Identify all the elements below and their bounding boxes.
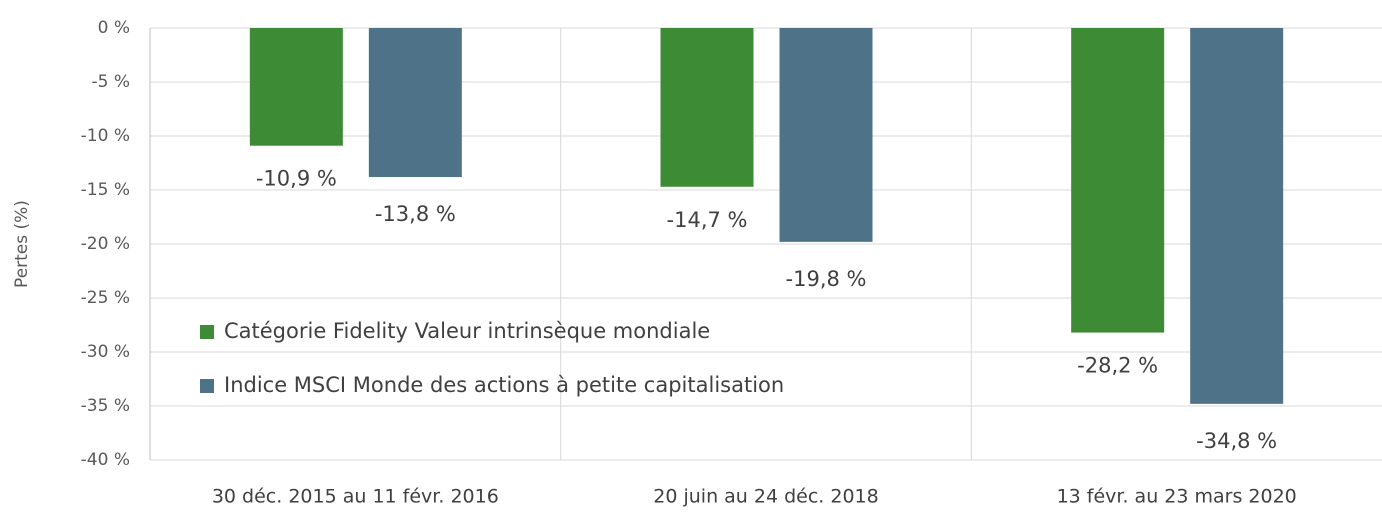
bar <box>779 28 873 242</box>
y-tick-label: 0 % <box>98 18 130 38</box>
legend-swatch <box>200 325 214 339</box>
y-axis-label: Pertes (%) <box>12 200 32 288</box>
bar <box>1071 28 1165 333</box>
value-label: -13,8 % <box>375 202 456 226</box>
y-tick-label: -35 % <box>81 396 130 416</box>
bar <box>660 28 754 187</box>
y-tick-label: -20 % <box>81 234 130 254</box>
y-tick-label: -5 % <box>91 72 130 92</box>
value-label: -34,8 % <box>1196 429 1277 453</box>
legend-swatch <box>200 379 214 393</box>
value-label: -10,9 % <box>256 167 337 191</box>
bar <box>1190 28 1284 404</box>
y-tick-label: -10 % <box>81 126 130 146</box>
bar <box>368 28 462 178</box>
value-label: -28,2 % <box>1077 354 1158 378</box>
y-tick-label: -15 % <box>81 180 130 200</box>
legend-label: Catégorie Fidelity Valeur intrinsèque mo… <box>224 319 710 343</box>
value-label: -14,7 % <box>667 208 748 232</box>
y-tick-label: -40 % <box>81 450 130 470</box>
legend-label: Indice MSCI Monde des actions à petite c… <box>224 373 784 397</box>
x-tick-label: 13 févr. au 23 mars 2020 <box>1057 486 1297 508</box>
x-tick-label: 20 juin au 24 déc. 2018 <box>653 486 878 508</box>
bar <box>249 28 343 146</box>
y-tick-label: -25 % <box>81 288 130 308</box>
y-tick-label: -30 % <box>81 342 130 362</box>
value-label: -19,8 % <box>786 267 867 291</box>
x-tick-label: 30 déc. 2015 au 11 févr. 2016 <box>212 486 499 508</box>
